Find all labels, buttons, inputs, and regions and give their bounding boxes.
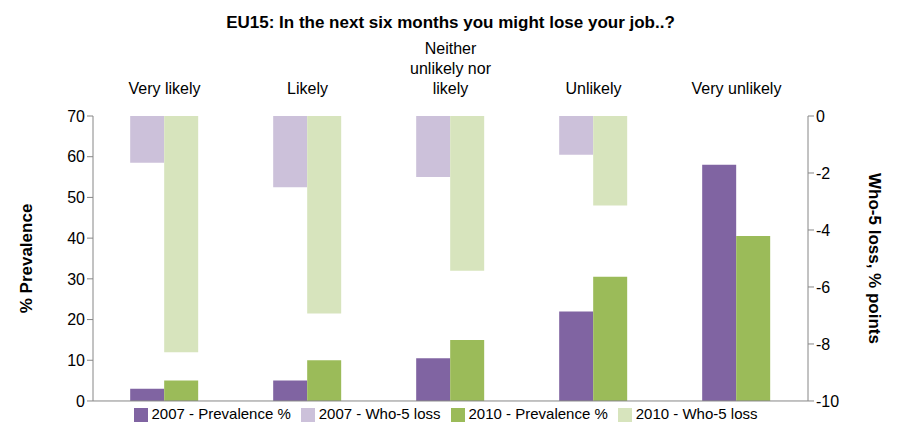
svg-text:30: 30 (67, 271, 85, 288)
svg-text:unlikely nor: unlikely nor (410, 60, 492, 77)
svg-text:-10: -10 (816, 393, 839, 410)
svg-text:10: 10 (67, 352, 85, 369)
svg-text:20: 20 (67, 311, 85, 328)
html-text:EU15: In the next six months y: EU15: In the next six months you might l… (226, 13, 675, 32)
svg-text:-4: -4 (816, 222, 830, 239)
svg-text:likely: likely (433, 80, 469, 97)
svg-text:Who-5 loss, % points: Who-5 loss, % points (865, 173, 884, 344)
html-text:2010 - Who-5 loss: 2010 - Who-5 loss (635, 405, 758, 422)
svg-text:50: 50 (67, 189, 85, 206)
svg-text:70: 70 (67, 108, 85, 125)
svg-text:0: 0 (816, 108, 825, 125)
svg-text:-8: -8 (816, 336, 830, 353)
svg-text:Very likely: Very likely (128, 80, 200, 97)
svg-text:0: 0 (76, 393, 85, 410)
html-text:2007 - Who-5 loss: 2007 - Who-5 loss (318, 405, 441, 422)
svg-text:Neither: Neither (425, 40, 477, 57)
svg-text:% Prevalence: % Prevalence (17, 204, 36, 314)
svg-text:-2: -2 (816, 165, 830, 182)
svg-text:Very unlikely: Very unlikely (692, 80, 782, 97)
html-text:2007 - Prevalence %: 2007 - Prevalence % (151, 405, 291, 422)
html-text:2010 - Prevalence %: 2010 - Prevalence % (468, 405, 608, 422)
svg-text:Likely: Likely (287, 80, 328, 97)
svg-text:40: 40 (67, 230, 85, 247)
svg-text:Unlikely: Unlikely (565, 80, 621, 97)
svg-text:60: 60 (67, 148, 85, 165)
svg-text:-6: -6 (816, 279, 830, 296)
